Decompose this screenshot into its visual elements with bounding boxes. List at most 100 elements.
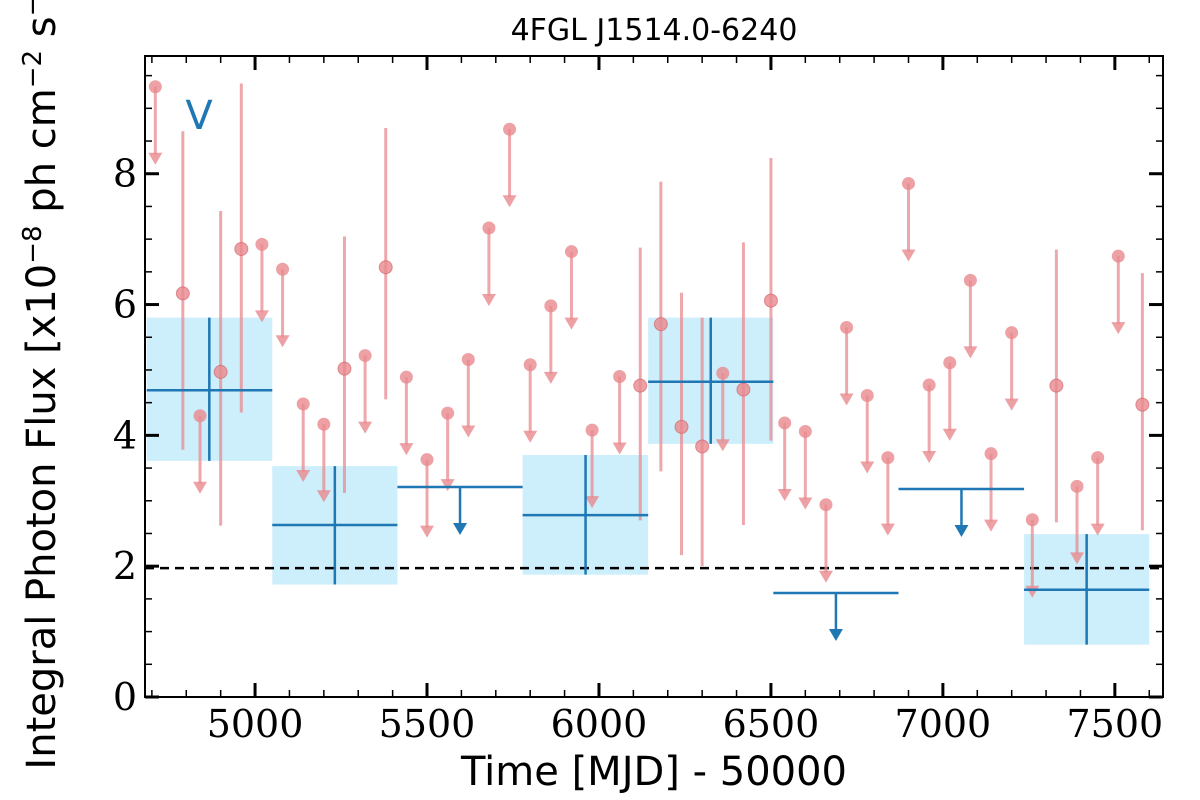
fine-bin-limit-arrowhead: [1090, 523, 1105, 536]
x-tick-label: 6000: [551, 702, 648, 746]
x-axis-label: Time [MJD] - 50000: [460, 749, 847, 795]
y-axis-label-exp2: −2: [18, 50, 48, 88]
fine-bin-limit-arrowhead: [399, 443, 414, 456]
fine-bin-limit-point: [276, 262, 290, 276]
fine-bin-limit-point: [399, 370, 413, 384]
y-axis-label-mid: ph cm: [19, 88, 65, 225]
fine-bin-limit-arrowhead: [1004, 398, 1019, 411]
fine-bin-limit-point: [461, 352, 475, 366]
fine-bin-limit-point: [503, 122, 517, 136]
fine-bin-limit-arrowhead: [1070, 552, 1085, 565]
fine-bin-limit-point: [984, 447, 998, 461]
fine-bin-point: [763, 293, 778, 308]
fine-bin-limit-arrowhead: [963, 346, 978, 359]
fine-bin-limit-arrowhead: [942, 428, 957, 441]
fine-bin-limit-point: [860, 388, 874, 402]
fine-bin-limit-point: [523, 358, 537, 372]
fine-bin-limit-arrowhead: [860, 461, 875, 474]
fine-bin-limit-point: [963, 273, 977, 287]
x-tick-label: 5000: [207, 702, 304, 746]
fine-bin-limit-arrowhead: [440, 479, 455, 492]
panel-label: V: [185, 93, 213, 139]
fine-bin-limit-point: [255, 237, 269, 251]
chart-title: 4FGL J1514.0-6240: [511, 13, 798, 48]
fine-bin-limit-arrowhead: [901, 249, 916, 262]
fine-bin-limit-arrowhead: [275, 335, 290, 348]
fine-bin-limit-point: [585, 423, 599, 437]
fine-bin-limit-point: [922, 378, 936, 392]
fine-bin-limit-arrowhead: [612, 442, 627, 455]
fine-bin-limit-point: [881, 451, 895, 465]
fine-bin-point: [378, 260, 393, 275]
fine-bin-limit-point: [798, 424, 812, 438]
fine-bin-limit-point: [1111, 249, 1125, 263]
fine-bin-limit-arrowhead: [481, 294, 496, 307]
fine-bin-limit-point: [840, 320, 854, 334]
y-axis-label: Integral Photon Flux [x10−8 ph cm−2 s−1]: [18, 0, 65, 770]
fine-bin-limit-arrowhead: [358, 421, 373, 434]
fine-bin-point: [1049, 378, 1064, 393]
fine-bin-limit-arrowhead: [254, 310, 269, 323]
fine-bin-limit-point: [716, 366, 730, 380]
fine-bin-limit-arrowhead: [420, 525, 435, 538]
coarse-bin-limit-arrowhead: [828, 629, 843, 642]
fine-bin-point: [695, 439, 710, 454]
fine-bin-limit-arrowhead: [922, 451, 937, 464]
fine-bin-limit-arrowhead: [839, 393, 854, 406]
fine-bin-limit-arrowhead: [461, 425, 476, 438]
fine-bin-limit-arrowhead: [543, 371, 558, 384]
y-axis-label-exp: −8: [18, 225, 48, 263]
x-tick-label: 5500: [379, 702, 476, 746]
fine-bin-limit-point: [1070, 479, 1084, 493]
fine-bin-point: [653, 317, 668, 332]
coarse-bin-limit-arrowhead: [453, 523, 468, 536]
fine-bin-limit-point: [420, 453, 434, 467]
fine-bin-limit-arrowhead: [523, 430, 538, 443]
fine-bin-limit-point: [296, 397, 310, 411]
plot-area: 5000 5500 6000 6500 7000 7500 0 2 4 6 8: [113, 55, 1164, 746]
fine-bin-limit-point: [1005, 326, 1019, 340]
fine-bin-limit-point: [819, 498, 833, 512]
fine-bin-limit-point: [613, 370, 627, 383]
fine-bin-limit-arrowhead: [984, 519, 999, 532]
y-tick-label: 0: [113, 675, 137, 719]
fine-bin-limit-point: [482, 221, 496, 235]
y-axis-label-end: s: [19, 16, 65, 50]
x-tick-label: 7500: [1066, 702, 1163, 746]
fine-bin-point: [736, 382, 751, 397]
fine-bin-point: [213, 364, 228, 379]
fine-bin-limit-arrowhead: [564, 317, 579, 330]
x-tick-label: 7000: [895, 702, 992, 746]
plot-frame: [144, 55, 1164, 698]
fine-bin-point: [175, 286, 190, 301]
fine-bin-point: [633, 378, 648, 393]
fine-bin-limit-arrowhead: [193, 481, 208, 494]
fine-bin-limit-point: [943, 356, 957, 370]
fine-bin-limit-point: [1025, 513, 1039, 527]
fine-bin-limit-arrowhead: [502, 195, 517, 208]
coarse-bin-limit-arrowhead: [954, 525, 969, 538]
fine-bin-limit-arrowhead: [585, 496, 600, 509]
fine-bin-limit-arrowhead: [777, 488, 792, 501]
fine-bin-limit-point: [544, 299, 558, 313]
y-tick-label: 4: [113, 413, 137, 457]
fine-bin-limit-point: [358, 349, 372, 363]
fine-bin-limit-point: [317, 417, 331, 431]
y-tick-label: 8: [113, 152, 137, 196]
fine-bin-limit-point: [193, 409, 207, 423]
y-tick-label: 2: [113, 544, 137, 588]
fine-bin-limit-arrowhead: [296, 469, 311, 482]
fine-bin-point: [337, 361, 352, 376]
fine-bin-point: [674, 419, 689, 434]
fine-bin-limit-point: [1091, 451, 1105, 465]
fine-bin-limit-arrowhead: [1111, 322, 1126, 335]
fine-bin-limit-arrowhead: [148, 152, 163, 165]
fine-bin-limit-arrowhead: [880, 523, 895, 536]
fine-bin-limit-arrowhead: [818, 570, 833, 583]
fine-bin-limit-point: [902, 177, 915, 191]
fine-bin-limit-arrowhead: [715, 439, 730, 452]
fine-bin-limit-point: [778, 416, 792, 430]
y-axis-label-exp3: −1: [18, 0, 48, 16]
y-tick-label: 6: [113, 283, 137, 327]
